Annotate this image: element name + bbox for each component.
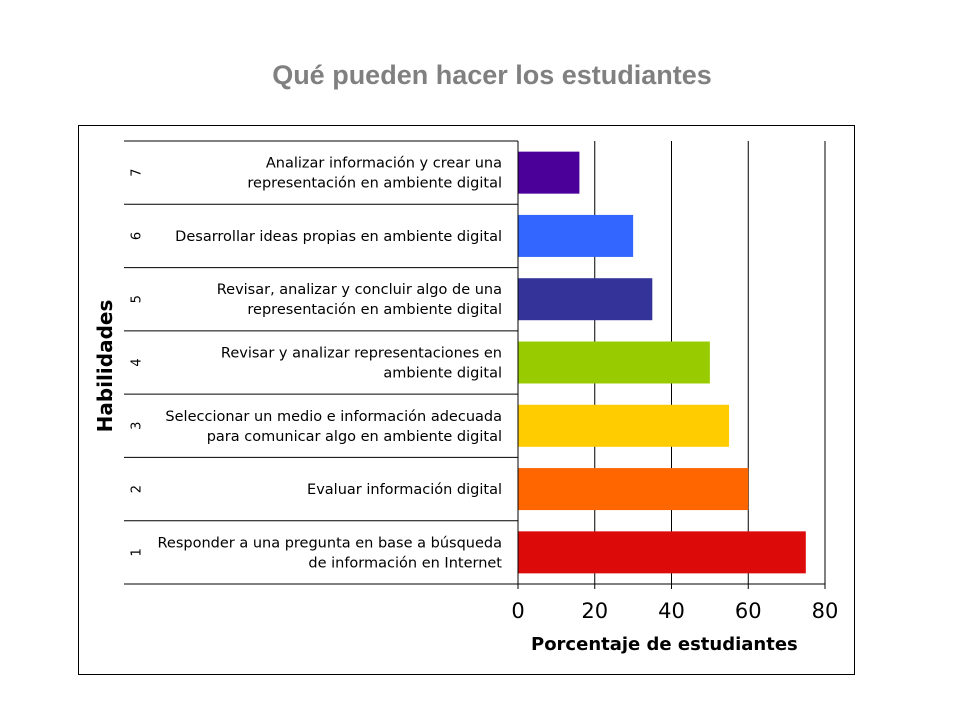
row-number: 7: [130, 169, 145, 177]
page-title: Qué pueden hacer los estudiantes: [272, 60, 712, 90]
category-label: Evaluar información digital: [307, 482, 502, 498]
bar-5: [518, 278, 653, 321]
axis-layer: 0 20 40 60 80: [124, 141, 838, 623]
category-label: Responder a una pregunta en base a búsqu…: [157, 535, 502, 551]
y-axis-title: Habilidades: [93, 300, 117, 433]
row-number: 5: [130, 295, 145, 303]
category-label: Desarrollar ideas propias en ambiente di…: [175, 229, 502, 245]
labels-layer: 1 Responder a una pregunta en base a búsq…: [93, 156, 798, 655]
bar-7: [518, 151, 580, 194]
category-label: de información en Internet: [308, 555, 502, 571]
category-label: Revisar y analizar representaciones en: [221, 346, 502, 362]
category-label: representación en ambiente digital: [247, 302, 502, 318]
bar-chart: 1 Responder a una pregunta en base a búsq…: [93, 140, 838, 655]
bar-2: [518, 468, 749, 511]
x-tick-label: 80: [812, 599, 839, 623]
row-number: 2: [130, 485, 145, 493]
chart-frame: 1 Responder a una pregunta en base a búsq…: [78, 125, 855, 675]
category-label: representación en ambiente digital: [247, 176, 502, 192]
category-label: ambiente digital: [383, 366, 502, 382]
row-number: 1: [130, 548, 145, 556]
bar-1: [518, 531, 806, 574]
bar-3: [518, 404, 730, 447]
bar-4: [518, 341, 710, 384]
bar-6: [518, 214, 634, 257]
row-number: 3: [130, 422, 145, 430]
bars-layer: [518, 151, 806, 574]
x-tick-label: 60: [735, 599, 762, 623]
category-label: Revisar, analizar y concluir algo de una: [217, 282, 502, 298]
row-number: 6: [130, 232, 145, 240]
category-label: Analizar información y crear una: [266, 156, 502, 172]
row-number: 4: [130, 358, 145, 366]
category-label: Seleccionar un medio e información adecu…: [165, 409, 502, 425]
x-tick-label: 20: [581, 599, 608, 623]
category-label: para comunicar algo en ambiente digital: [207, 429, 502, 445]
x-tick-label: 40: [658, 599, 685, 623]
x-tick-label: 0: [511, 599, 524, 623]
x-axis-title: Porcentaje de estudiantes: [531, 634, 798, 655]
